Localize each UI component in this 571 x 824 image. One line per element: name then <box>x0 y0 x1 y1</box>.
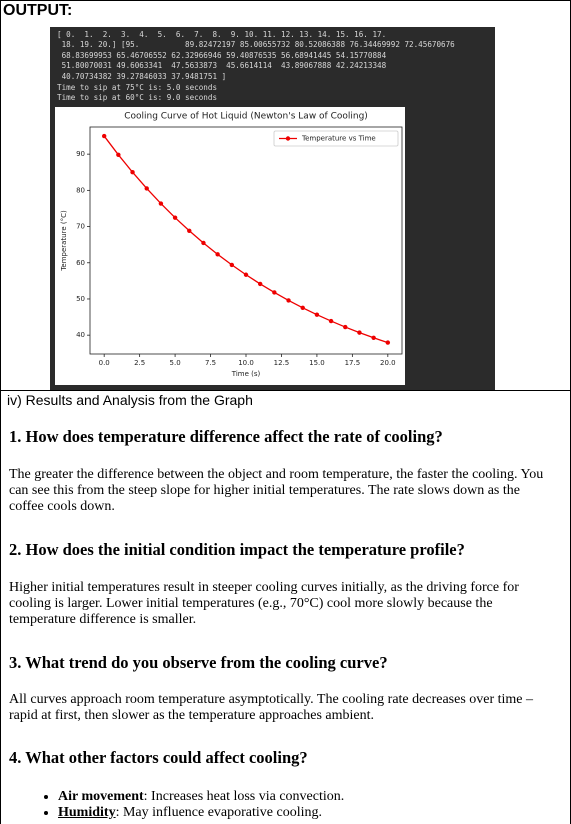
x-tick-label: 10.0 <box>238 359 254 367</box>
x-tick-label: 20.0 <box>380 359 396 367</box>
output-title: OUTPUT: <box>3 2 73 19</box>
console-line: 40.70734382 39.27846033 37.9481751 ] <box>57 72 227 81</box>
x-tick-label: 5.0 <box>170 359 181 367</box>
point <box>172 215 178 220</box>
console-line: Time to sip at 60°C is: 9.0 seconds <box>57 93 218 102</box>
x-tick-label: 17.5 <box>345 359 361 367</box>
line <box>103 135 389 344</box>
section-text: All curves approach room temperature asy… <box>9 692 534 723</box>
bullet: Air movement: Increases heat loss via co… <box>58 789 344 805</box>
point <box>357 330 362 335</box>
analysis-title: iv) Results and Analysis from the Graph <box>7 392 253 408</box>
point <box>116 152 121 157</box>
point <box>243 272 249 277</box>
console-line: [ 0. 1. 2. 3. 4. 5. 6. 7. 8. 9. 10. 11. … <box>57 30 387 39</box>
plot-frame <box>89 126 403 355</box>
y-tick-label: 80 <box>76 186 85 194</box>
y-tick-label: 50 <box>76 295 85 303</box>
section-heading: 2. How does the initial condition impact… <box>9 540 465 559</box>
divider <box>0 390 571 391</box>
x-axis-label: Time (s) <box>231 370 261 378</box>
chart-title: Cooling Curve of Hot Liquid (Newton's La… <box>124 112 368 122</box>
x-tick-label: 12.5 <box>274 359 290 367</box>
point <box>286 298 291 303</box>
x-tick-label: 7.5 <box>205 359 216 367</box>
y-tick-label: 60 <box>76 259 85 267</box>
y-tick-label: 70 <box>76 223 85 231</box>
y-tick-label: 40 <box>76 331 85 339</box>
bullet-list: Air movement: Increases heat loss via co… <box>20 789 344 821</box>
x-tick-label: 15.0 <box>309 359 325 367</box>
point <box>257 281 263 287</box>
section-heading: 3. What trend do you observe from the co… <box>9 653 388 672</box>
console-line: 18. 19. 20.] [95. 89.82472197 85.0065573… <box>57 40 455 49</box>
point <box>158 201 164 206</box>
point <box>385 340 391 345</box>
point <box>328 318 334 324</box>
y-axis-label: Temperature (°C) <box>60 210 68 272</box>
console: Cooling Curve of Hot Liquid (Newton's La… <box>50 27 495 390</box>
x-tick-label: 2.5 <box>134 359 145 367</box>
section-text: Higher initial temperatures result in st… <box>9 580 519 627</box>
y-tick-label: 90 <box>76 150 85 158</box>
legend-marker <box>285 136 291 141</box>
console-line: 68.83699953 65.46706552 62.32966946 59.4… <box>57 51 387 60</box>
bullet-term: Humidity <box>58 805 116 820</box>
chart: Cooling Curve of Hot Liquid (Newton's La… <box>55 107 405 385</box>
legend-box <box>273 130 399 147</box>
bullet-term: Air movement <box>58 789 144 804</box>
point <box>201 240 206 246</box>
bullet-text: : Increases heat loss via convection. <box>143 789 345 804</box>
section-heading: 4. What other factors could affect cooli… <box>9 748 308 767</box>
point <box>272 290 277 295</box>
console-line: Time to sip at 75°C is: 5.0 seconds <box>57 83 218 92</box>
point <box>314 312 320 317</box>
point <box>187 228 192 233</box>
legend-label: Temperature vs Time <box>301 135 376 143</box>
point <box>101 133 107 139</box>
section-text: The greater the difference between the o… <box>9 467 544 514</box>
point <box>300 305 305 310</box>
bullet: Humidity: May influence evaporative cool… <box>58 805 344 821</box>
point <box>144 186 149 191</box>
point <box>229 262 235 268</box>
point <box>130 170 135 175</box>
section-heading: 1. How does temperature difference affec… <box>9 427 443 446</box>
point <box>215 252 220 257</box>
x-tick-label: 0.0 <box>99 359 110 367</box>
console-line: 51.80070031 49.6063341 47.5633873 45.661… <box>57 61 387 70</box>
bullet-text: : May influence evaporative cooling. <box>115 805 323 820</box>
point <box>371 335 376 340</box>
point <box>343 324 348 330</box>
